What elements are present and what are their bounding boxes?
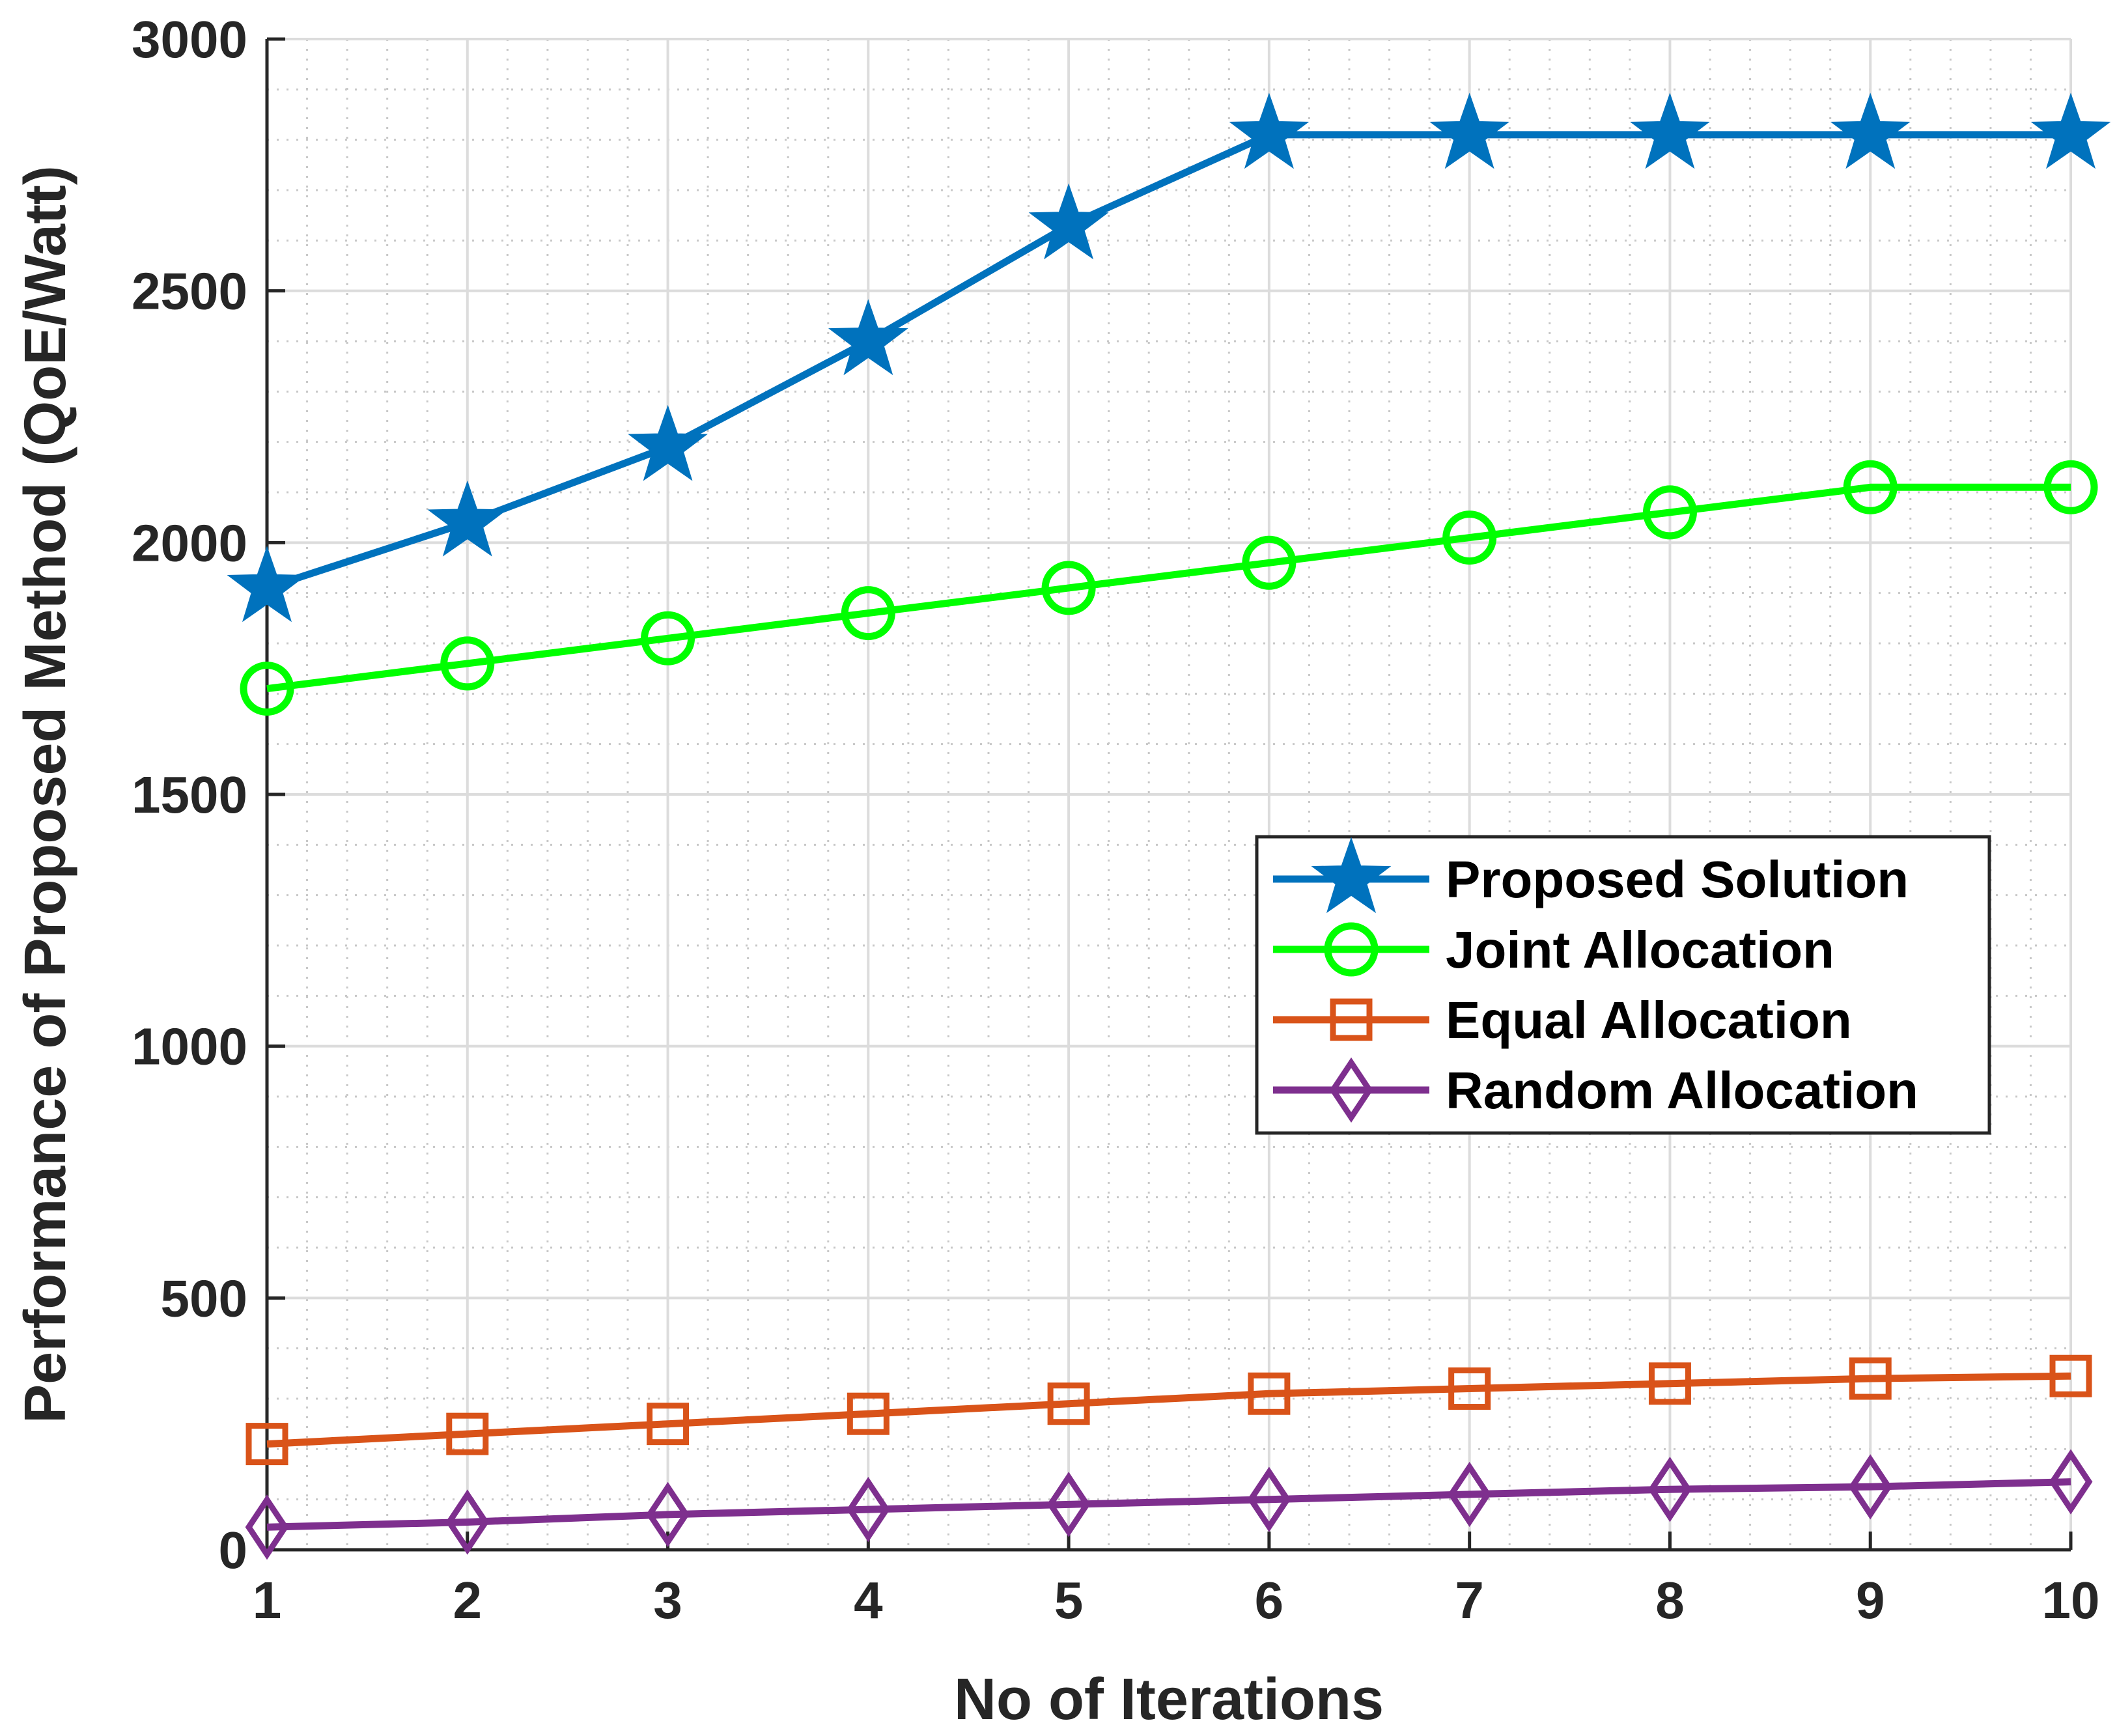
data-point-proposed-solution xyxy=(828,299,908,376)
data-point-proposed-solution xyxy=(1028,183,1109,260)
series-line-equal-allocation xyxy=(266,1372,2071,1448)
series-line-joint-allocation xyxy=(266,483,2071,693)
x-tick-label: 2 xyxy=(453,1571,483,1629)
data-point-equal-allocation xyxy=(647,1403,690,1446)
x-axis-title: No of Iterations xyxy=(954,1667,1384,1732)
data-point-random-allocation xyxy=(846,1477,890,1543)
data-point-equal-allocation xyxy=(446,1412,489,1455)
y-tick-label: 2500 xyxy=(132,262,247,320)
x-tick-label: 3 xyxy=(653,1571,682,1629)
data-point-equal-allocation xyxy=(1248,1372,1291,1415)
y-tick-label: 500 xyxy=(161,1269,247,1327)
data-point-proposed-solution xyxy=(1429,92,1510,169)
series-equal-allocation xyxy=(245,1354,2092,1466)
data-point-joint-allocation xyxy=(1442,511,1497,565)
series-random-allocation xyxy=(245,1449,2093,1560)
y-tick-label: 1500 xyxy=(132,766,247,824)
plot-area xyxy=(227,92,2111,1560)
legend: Proposed Solution Joint Allocation Equal A… xyxy=(1255,835,1991,1135)
legend-label-random-allocation: Random Allocation xyxy=(1446,1061,1918,1119)
data-point-equal-allocation xyxy=(1047,1382,1090,1425)
axes xyxy=(265,37,2073,1552)
legend-label-proposed-solution: Proposed Solution xyxy=(1446,850,1909,908)
y-axis-title: Performance of Proposed Method (QoE/Watt… xyxy=(13,165,78,1423)
series-line-proposed-solution xyxy=(266,131,2071,592)
data-point-random-allocation xyxy=(445,1489,490,1555)
data-point-random-allocation xyxy=(1247,1466,1291,1532)
data-point-proposed-solution xyxy=(2030,92,2111,169)
data-point-proposed-solution xyxy=(1229,92,1310,169)
legend-entry-proposed-solution: Proposed Solution xyxy=(1273,837,1909,914)
data-point-random-allocation xyxy=(1448,1461,1492,1528)
legend-box xyxy=(1255,835,1991,1135)
legend-marker-random-allocation xyxy=(1329,1057,1373,1123)
data-point-proposed-solution xyxy=(227,546,307,623)
x-tick-label: 1 xyxy=(253,1571,282,1629)
data-point-joint-allocation xyxy=(440,636,495,691)
series-joint-allocation xyxy=(240,460,2098,716)
data-point-random-allocation xyxy=(1848,1454,1892,1520)
data-point-equal-allocation xyxy=(245,1423,288,1466)
data-point-proposed-solution xyxy=(427,480,508,557)
legend-entry-random-allocation: Random Allocation xyxy=(1273,1057,1918,1123)
x-tick-label: 5 xyxy=(1054,1571,1084,1629)
series-proposed-solution xyxy=(227,92,2111,623)
data-point-proposed-solution xyxy=(1630,92,1710,169)
data-point-random-allocation xyxy=(245,1494,289,1560)
tick-labels: 0 500 1000 1500 2000 2500 3000 1 2 3 4 5 6 7 8 9 10 xyxy=(132,10,2099,1629)
x-tick-label: 10 xyxy=(2042,1571,2100,1629)
data-point-equal-allocation xyxy=(2049,1354,2092,1397)
y-tick-label: 0 xyxy=(219,1521,248,1579)
data-point-joint-allocation xyxy=(1642,485,1697,540)
data-point-equal-allocation xyxy=(1448,1367,1491,1410)
legend-label-equal-allocation: Equal Allocation xyxy=(1446,991,1852,1049)
legend-marker-proposed-solution xyxy=(1311,837,1392,914)
y-tick-label: 3000 xyxy=(132,10,247,68)
x-tick-label: 6 xyxy=(1255,1571,1284,1629)
data-point-joint-allocation xyxy=(2043,460,2098,514)
data-point-proposed-solution xyxy=(1830,92,1911,169)
data-point-random-allocation xyxy=(1046,1472,1091,1537)
legend-entry-joint-allocation: Joint Allocation xyxy=(1273,921,1834,979)
legend-marker-equal-allocation xyxy=(1330,998,1373,1041)
x-tick-label: 7 xyxy=(1455,1571,1484,1629)
x-tick-label: 4 xyxy=(854,1571,883,1629)
data-point-joint-allocation xyxy=(1041,561,1096,615)
data-point-random-allocation xyxy=(2049,1449,2093,1515)
legend-marker-joint-allocation xyxy=(1324,922,1379,977)
data-point-equal-allocation xyxy=(1849,1357,1892,1400)
data-point-equal-allocation xyxy=(1648,1362,1691,1405)
series-line-random-allocation xyxy=(266,1478,2071,1531)
data-point-random-allocation xyxy=(646,1481,690,1547)
data-point-proposed-solution xyxy=(628,404,708,481)
data-point-joint-allocation xyxy=(240,662,294,716)
x-tick-label: 9 xyxy=(1856,1571,1885,1629)
data-point-joint-allocation xyxy=(1843,460,1898,514)
data-point-joint-allocation xyxy=(841,586,895,641)
data-point-equal-allocation xyxy=(847,1392,890,1435)
data-point-joint-allocation xyxy=(1242,535,1297,590)
data-point-joint-allocation xyxy=(641,611,695,665)
x-tick-label: 8 xyxy=(1655,1571,1685,1629)
legend-entry-equal-allocation: Equal Allocation xyxy=(1273,991,1852,1049)
data-point-random-allocation xyxy=(1648,1457,1692,1522)
y-tick-label: 1000 xyxy=(132,1018,247,1076)
legend-label-joint-allocation: Joint Allocation xyxy=(1446,921,1834,979)
y-tick-label: 2000 xyxy=(132,514,247,572)
